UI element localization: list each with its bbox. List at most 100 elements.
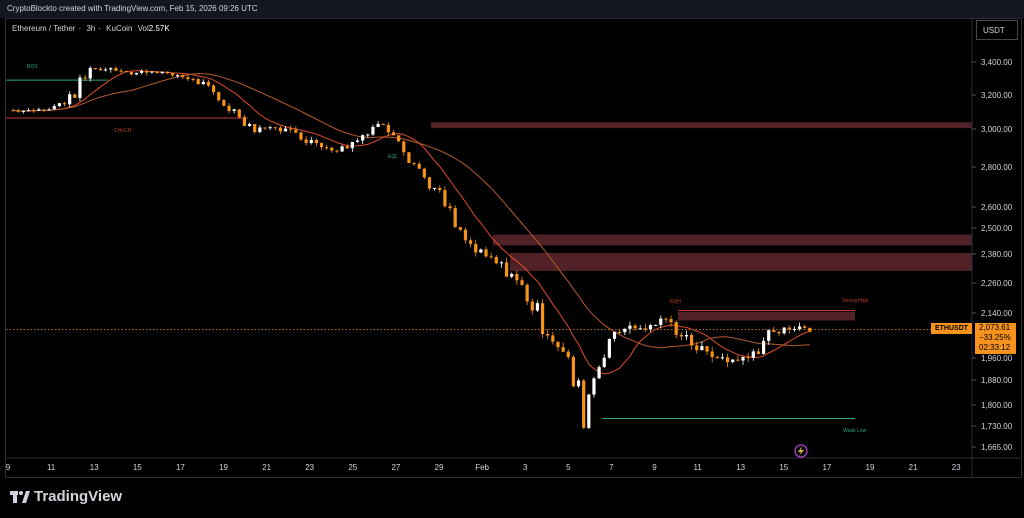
- candle-body: [37, 109, 41, 111]
- candle-body: [391, 132, 396, 136]
- chart-credit: CryptoBlockto created with TradingView.c…: [7, 4, 258, 13]
- candle-body: [104, 69, 108, 71]
- candle-body: [520, 280, 524, 285]
- x-tick-label: 11: [47, 463, 56, 472]
- y-tick-label: 3,000.00: [981, 125, 1013, 134]
- annotations: BOS CHoCH EQL EQH Strong High Weak Low: [27, 64, 869, 458]
- candle-body: [417, 163, 421, 169]
- candle-body: [530, 301, 534, 311]
- price-chart[interactable]: 3,400.00 3,200.00 3,000.00 2,800.00 2,600.00…: [0, 0, 1024, 478]
- candle-body: [618, 331, 622, 333]
- candle-body: [679, 334, 683, 337]
- ma-fast-line: [13, 70, 810, 375]
- candle-body: [355, 140, 360, 142]
- candle-body: [217, 92, 221, 101]
- annotation-label: BOS: [27, 64, 38, 70]
- candle-body: [556, 341, 560, 348]
- candle-body: [299, 132, 303, 140]
- supply-zones: [431, 122, 972, 321]
- y-tick-label: 3,400.00: [981, 58, 1013, 67]
- candle-body: [746, 357, 750, 359]
- candle-body: [736, 359, 740, 361]
- candle-body: [247, 124, 252, 126]
- x-tick-label: 9: [6, 463, 11, 472]
- candle-body: [612, 331, 617, 339]
- x-tick-label: 13: [90, 463, 99, 472]
- candle-body: [499, 262, 504, 264]
- candle-body: [32, 110, 36, 112]
- x-tick-label: 13: [736, 463, 745, 472]
- candle-body: [582, 380, 586, 428]
- candle-body: [386, 124, 390, 133]
- candle-body: [294, 129, 298, 133]
- candle-body: [731, 359, 735, 363]
- candle-body: [561, 347, 565, 352]
- candle-body: [366, 134, 370, 136]
- x-tick-label: 15: [133, 463, 142, 472]
- candle-body: [345, 146, 349, 149]
- candle-body: [535, 303, 540, 311]
- candle-body: [648, 325, 653, 330]
- x-tick-label: 11: [693, 463, 702, 472]
- supply-zone: [510, 252, 972, 271]
- candle-body: [787, 327, 791, 330]
- candle-body: [638, 328, 642, 330]
- y-tick-label: 2,800.00: [981, 163, 1013, 172]
- candle-body: [16, 110, 20, 112]
- candle-body: [463, 229, 468, 241]
- x-tick-label: 23: [952, 463, 961, 472]
- candle-body: [402, 141, 406, 153]
- candle-body: [160, 71, 164, 74]
- annotation-label: Strong High: [842, 298, 869, 304]
- candle-body: [88, 68, 92, 79]
- symbol-name[interactable]: Ethereum / Tether: [12, 24, 76, 33]
- x-tick-label: 19: [219, 463, 228, 472]
- candle-body: [690, 334, 694, 346]
- candle-body: [551, 335, 555, 342]
- candle-body: [474, 243, 478, 253]
- candle-body: [628, 325, 632, 329]
- candle-body: [767, 330, 771, 341]
- candle-body: [309, 139, 313, 143]
- candle-body: [52, 106, 56, 110]
- ma-slow-line: [13, 72, 810, 349]
- exchange-label: KuCoin: [106, 24, 133, 33]
- tradingview-mark-icon: [10, 490, 30, 503]
- x-tick-label: 19: [866, 463, 875, 472]
- candle-body: [777, 331, 781, 334]
- candle-body: [376, 123, 380, 127]
- event-marker-icon: [794, 444, 808, 458]
- candle-body: [83, 77, 87, 79]
- candle-body: [140, 70, 144, 73]
- y-tick-label: 3,200.00: [981, 91, 1013, 100]
- annotation-label: EQL: [388, 154, 398, 160]
- x-axis: 9 11 13 15 17 19 21 23 25 27 29 Feb 3 5 7 9 11 13 15 17 19 21…: [5, 457, 1022, 472]
- candle-body: [47, 109, 51, 111]
- candle-body: [150, 71, 154, 73]
- candle-body: [427, 177, 432, 189]
- currency-selector[interactable]: USDT: [976, 20, 1018, 40]
- candle-body: [181, 75, 185, 78]
- candle-body: [273, 127, 277, 129]
- candle-body: [504, 262, 509, 277]
- interval-label[interactable]: 3h: [86, 24, 96, 33]
- volume-label: Vol: [137, 24, 149, 33]
- candle-body: [62, 103, 67, 105]
- candle-body: [422, 168, 426, 178]
- candle-body: [289, 128, 293, 130]
- candle-body: [222, 100, 226, 106]
- candle-body: [330, 147, 334, 151]
- tradingview-logo[interactable]: TradingView: [10, 488, 122, 505]
- candle-body: [109, 68, 113, 70]
- x-tick-label: 7: [609, 463, 614, 472]
- candle-body: [98, 68, 103, 71]
- last-price-change: −33.25%: [979, 333, 1011, 342]
- candle-body: [253, 124, 257, 133]
- tradingview-wordmark: TradingView: [34, 488, 123, 505]
- candle-body: [433, 187, 437, 189]
- candle-body: [684, 334, 689, 337]
- last-price-value: 2,073.61: [979, 323, 1011, 332]
- candle-body: [803, 326, 807, 328]
- symbol-legend[interactable]: Ethereum / Tether · 3h · KuCoin Vol2.57K: [12, 24, 170, 33]
- candle-body: [715, 357, 719, 359]
